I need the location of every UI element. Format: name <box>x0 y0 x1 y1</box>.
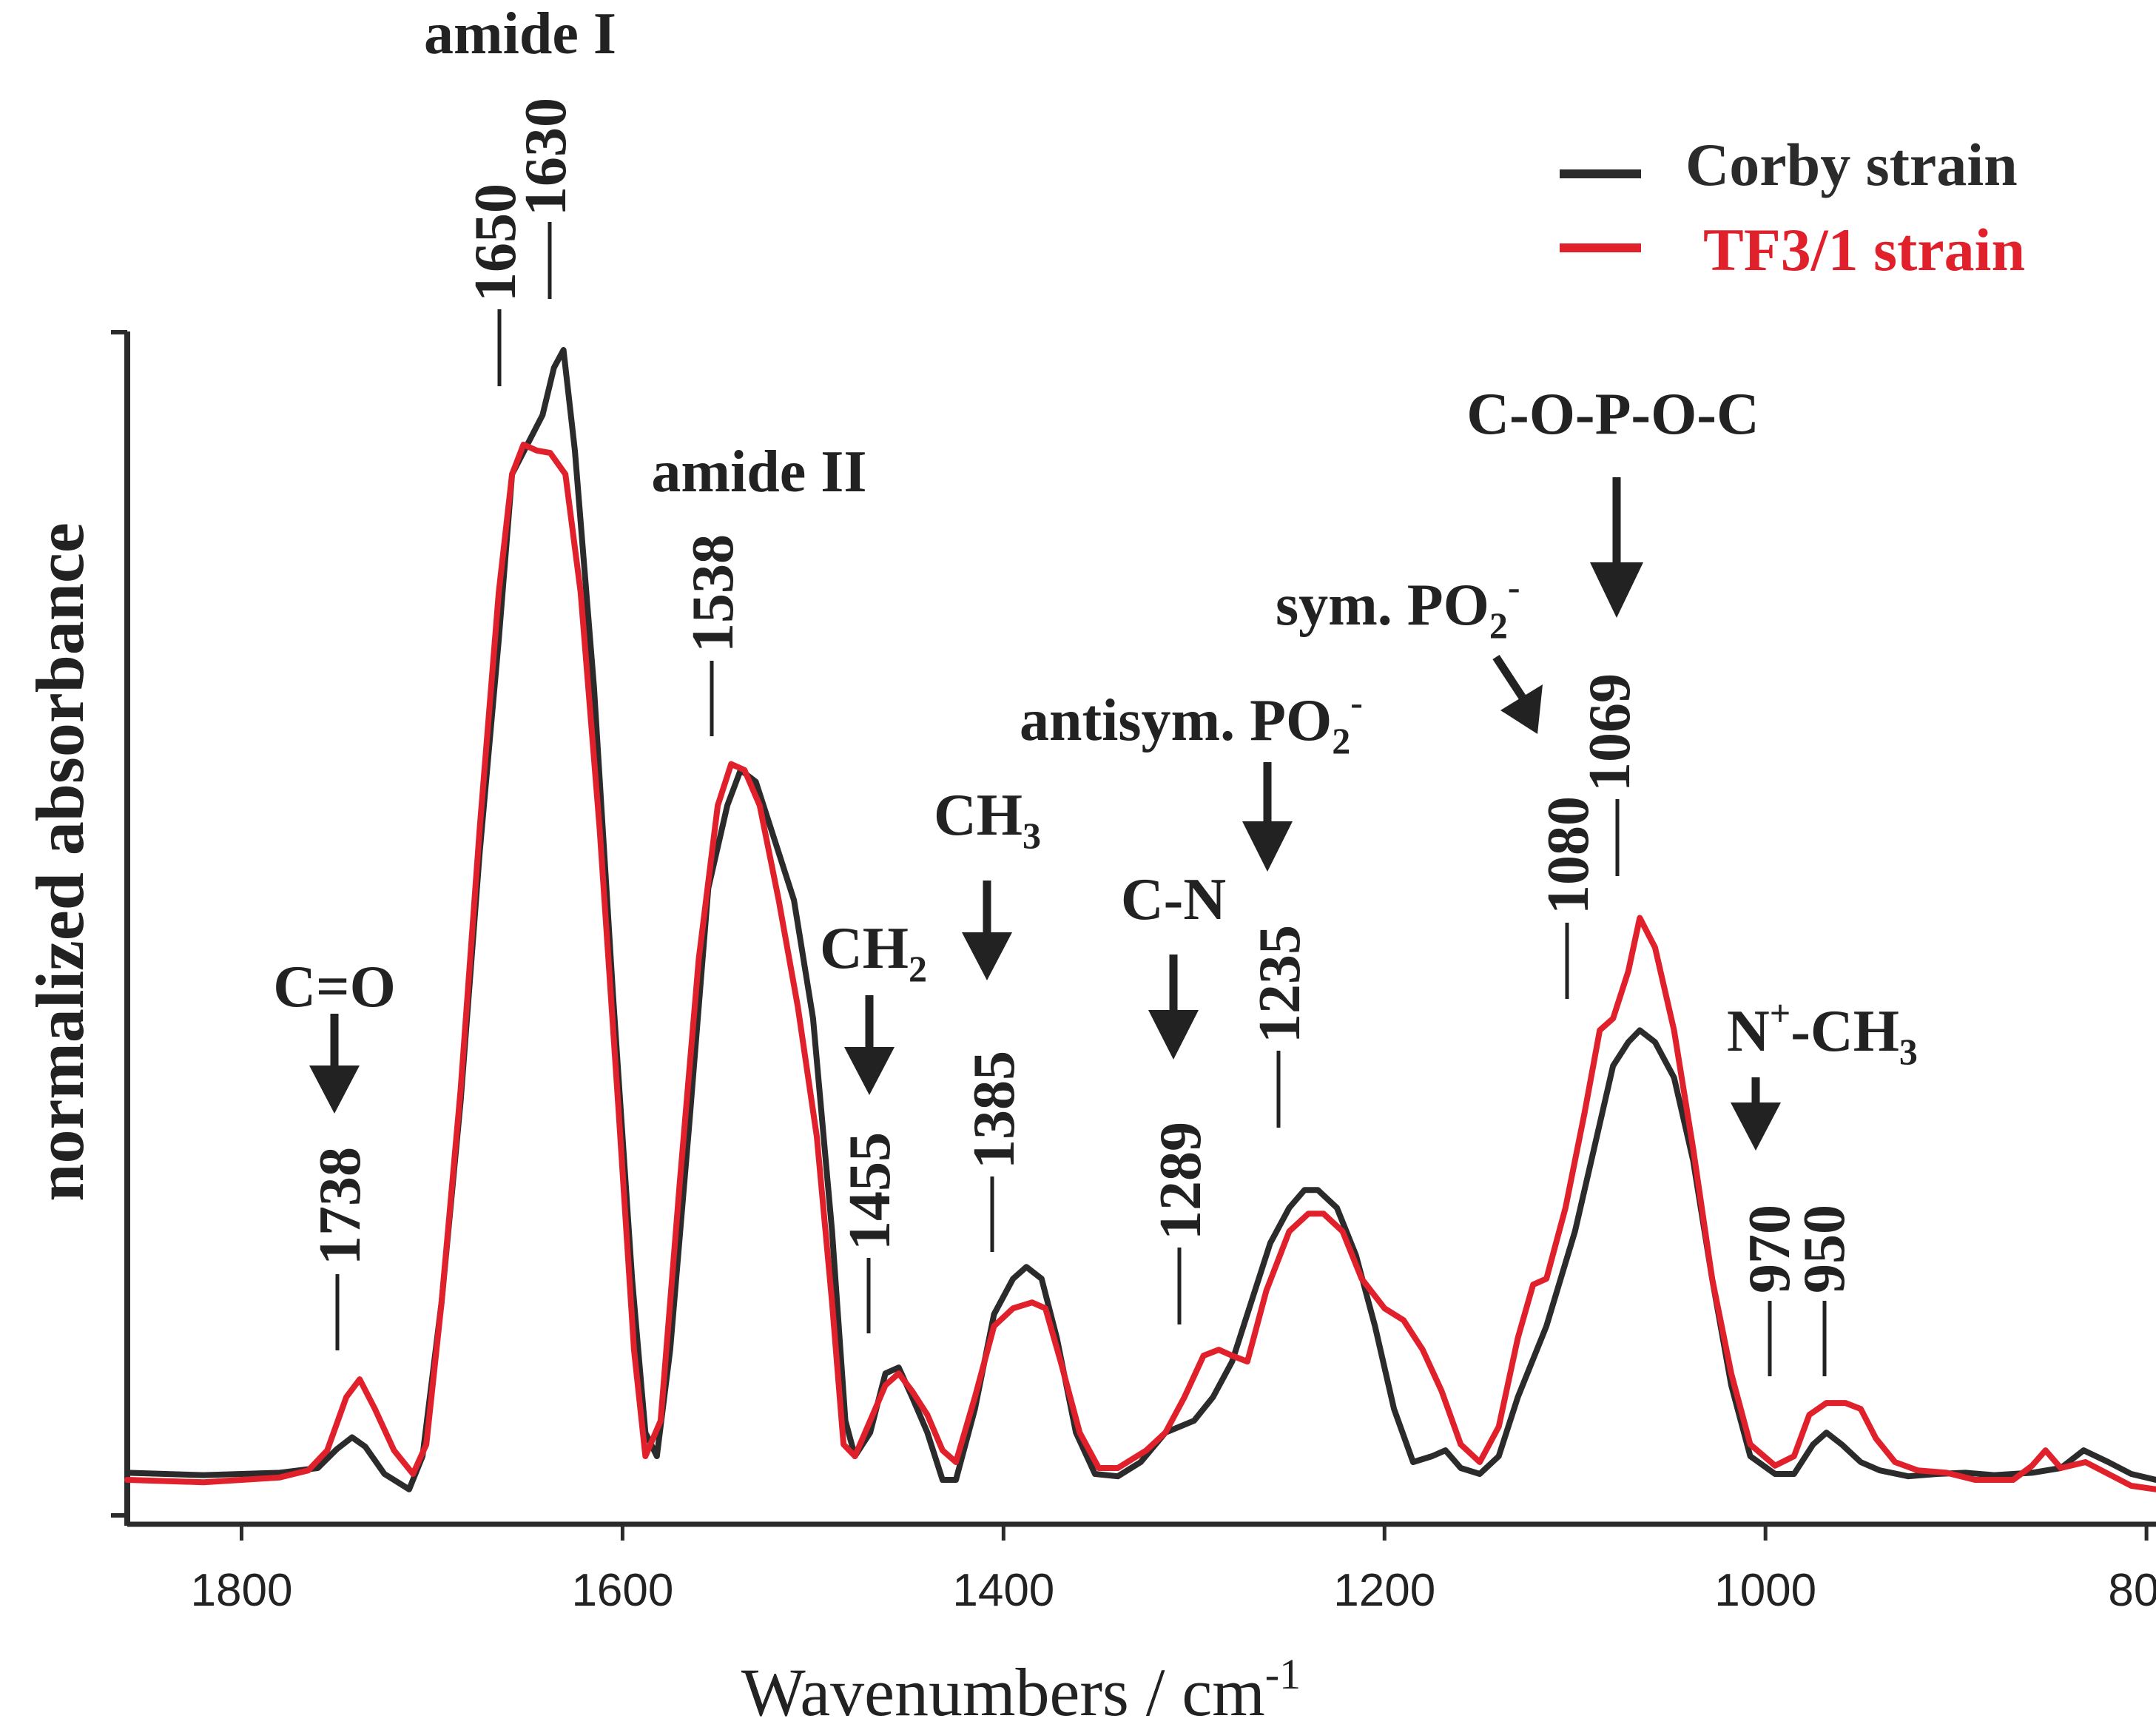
annotation-n-ch3-superscript: + <box>1770 992 1791 1034</box>
peak-markers: 1738 1650 1630 1538 1455 1385 1289 1235 … <box>308 98 1857 1376</box>
annotation-antisym-superscript: - <box>1350 681 1363 723</box>
peak-label-1538: 1538 <box>681 534 746 653</box>
series-line-1 <box>124 441 2156 1492</box>
band-annotations: C=O amide I amide II CH2 CH3 C-N antisym… <box>273 1 1918 1151</box>
arrow-icon <box>962 881 1012 980</box>
x-tick-label-1000: 1000 <box>1714 1565 1816 1616</box>
peak-label-1455: 1455 <box>838 1132 903 1250</box>
x-tick-label-800: 800 <box>2108 1565 2156 1616</box>
annotation-n-ch3-subscript: 3 <box>1899 1031 1918 1072</box>
legend-label-tf3-1: TF3/1 strain <box>1703 216 2025 283</box>
annotation-c-o: C=O <box>273 955 396 1020</box>
series-line-0 <box>124 347 2156 1492</box>
annotation-antisym-subscript: 2 <box>1332 720 1350 761</box>
annotation-ch2: CH2 <box>820 916 927 989</box>
peak-label-1235: 1235 <box>1247 925 1313 1043</box>
peak-label-1650: 1650 <box>463 184 528 302</box>
peak-label-1630: 1630 <box>513 98 579 216</box>
annotation-sym-superscript: - <box>1508 566 1520 607</box>
peak-label-1385: 1385 <box>962 1051 1027 1169</box>
annotation-ch3-subscript: 3 <box>1023 815 1041 856</box>
legend-label-corby: Corby strain <box>1685 131 2018 198</box>
annotation-amide-i: amide I <box>424 1 616 67</box>
annotation-sym-subscript: 2 <box>1489 605 1508 646</box>
legend: Corby strain TF3/1 strain <box>1560 131 2025 283</box>
arrow-icon <box>1242 762 1293 872</box>
annotation-c-n: C-N <box>1121 867 1226 932</box>
arrow-icon <box>309 1014 360 1114</box>
x-axis-ticks: 1800 1600 1400 1200 1000 800 <box>191 1524 2156 1616</box>
annotation-n-ch3: N+-CH3 <box>1727 992 1918 1072</box>
peak-label-1069: 1069 <box>1577 673 1643 792</box>
arrow-icon <box>1492 654 1543 734</box>
annotation-ch3: CH3 <box>934 783 1041 856</box>
arrow-icon <box>844 995 895 1095</box>
peak-label-970: 970 <box>1737 1205 1802 1293</box>
x-tick-label-1600: 1600 <box>571 1565 673 1616</box>
series-layer <box>124 347 2156 1492</box>
peak-label-1289: 1289 <box>1148 1122 1213 1240</box>
x-tick-label-1200: 1200 <box>1333 1565 1435 1616</box>
x-tick-label-1800: 1800 <box>191 1565 293 1616</box>
arrow-icon <box>1590 477 1643 618</box>
arrow-icon <box>1731 1077 1781 1151</box>
peak-label-1738: 1738 <box>308 1147 373 1265</box>
annotation-n-ch3-rest: -CH <box>1791 999 1899 1064</box>
x-axis-title: Wavenumbers / cm-1 <box>741 1650 1301 1727</box>
x-tick-label-1400: 1400 <box>952 1565 1054 1616</box>
annotation-amide-ii: amide II <box>651 440 866 505</box>
annotation-antisym-po2: antisym. PO2- <box>1020 681 1363 761</box>
annotation-sym-po2: sym. PO2- <box>1276 566 1520 646</box>
x-axis-title-superscript: -1 <box>1265 1650 1301 1698</box>
annotation-copoc: C-O-P-O-C <box>1466 382 1759 447</box>
peak-label-1080: 1080 <box>1536 796 1601 915</box>
annotation-ch2-subscript: 2 <box>909 948 927 989</box>
peak-label-950: 950 <box>1792 1205 1857 1293</box>
arrow-icon <box>1148 955 1199 1060</box>
y-axis-title: normalized absorbance <box>22 522 98 1201</box>
